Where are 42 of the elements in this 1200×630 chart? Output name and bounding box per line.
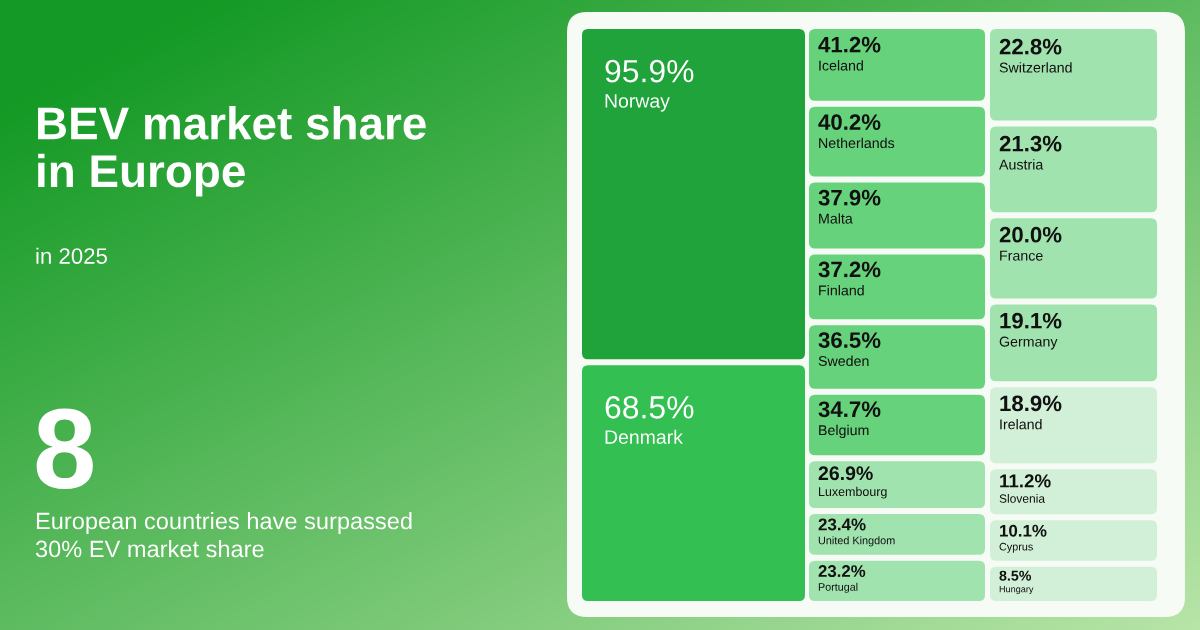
text: 8 bbox=[36, 408, 93, 490]
text: BEV market share in Europe bbox=[38, 106, 426, 197]
category-label: Iceland bbox=[819, 60, 863, 71]
category-label: Austria bbox=[999, 159, 1044, 170]
data-label: 36.5% bbox=[818, 332, 881, 348]
category-label: Belgium bbox=[819, 424, 869, 439]
category-label: Denmark bbox=[605, 429, 683, 444]
data-label: 23.2% bbox=[818, 565, 866, 578]
category-label: Germany bbox=[999, 336, 1058, 350]
text: in 2025 bbox=[36, 247, 107, 264]
category-label: Hungary bbox=[999, 585, 1034, 595]
data-label: 95.9% bbox=[605, 59, 694, 83]
data-label: 18.9% bbox=[1000, 395, 1062, 412]
text: European countries have surpassed 30% EV market share bbox=[35, 512, 412, 558]
data-label: 37.2% bbox=[818, 261, 881, 278]
category-label: Switzerland bbox=[999, 62, 1072, 73]
category-label: Sweden bbox=[818, 355, 869, 367]
category-label: Slovenia bbox=[999, 494, 1046, 503]
category-label: United Kingdom bbox=[818, 536, 895, 547]
data-label: 37.9% bbox=[818, 189, 881, 206]
data-label: 11.2% bbox=[1000, 474, 1051, 488]
data-label: 19.1% bbox=[1000, 312, 1062, 329]
category-label: Cyprus bbox=[999, 542, 1033, 553]
category-label: Ireland bbox=[1000, 418, 1042, 430]
category-label: Norway bbox=[605, 94, 670, 112]
category-label: Finland bbox=[819, 285, 864, 296]
data-label: 34.7% bbox=[818, 401, 881, 418]
data-label: 23.4% bbox=[818, 518, 866, 531]
category-label: France bbox=[1000, 250, 1043, 261]
data-label: 20.0% bbox=[999, 226, 1062, 243]
data-label: 8.5% bbox=[999, 570, 1032, 581]
data-label: 22.8% bbox=[999, 38, 1062, 55]
category-label: Netherlands bbox=[819, 137, 895, 149]
category-label: Malta bbox=[819, 213, 853, 224]
category-label: Portugal bbox=[818, 582, 858, 593]
category-label: Luxembourg bbox=[819, 486, 887, 499]
data-label: 26.9% bbox=[818, 466, 873, 481]
data-label: 21.3% bbox=[999, 135, 1062, 152]
data-label: 10.1% bbox=[1000, 524, 1047, 537]
data-label: 40.2% bbox=[818, 114, 881, 130]
data-label: 68.5% bbox=[605, 396, 694, 419]
data-label: 41.2% bbox=[818, 36, 881, 53]
